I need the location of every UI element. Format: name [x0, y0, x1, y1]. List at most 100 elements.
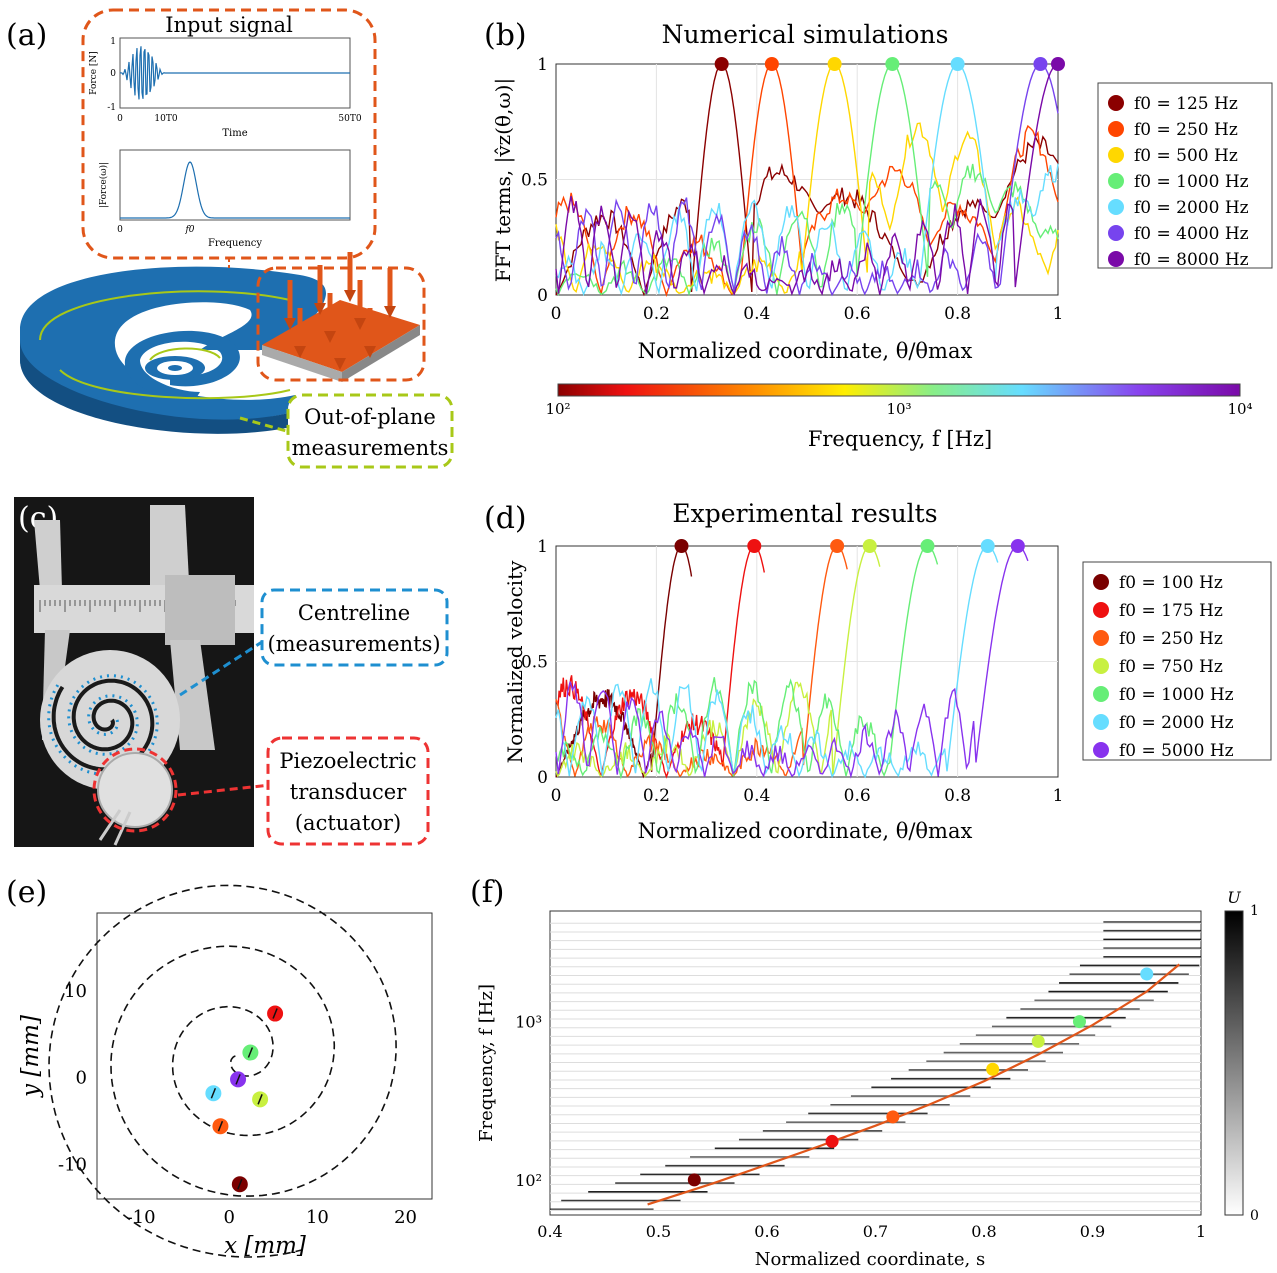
piezo-disc — [97, 752, 173, 828]
x-tick-label: 1 — [1196, 1222, 1206, 1241]
forced-region-frame — [256, 266, 426, 382]
force-ytick-0: 0 — [110, 69, 116, 79]
peak-marker — [980, 539, 995, 553]
panel-b-title: Numerical simulations — [662, 20, 949, 49]
intensity-colorbar-tick-0: 0 — [1250, 1208, 1259, 1224]
legend-marker — [1093, 658, 1109, 674]
frequency-marker — [687, 1173, 701, 1187]
panel-b-yticks: 00.51 — [521, 55, 548, 306]
panel-f-xlabel: Normalized coordinate, s — [755, 1249, 985, 1270]
frequency-colorbar — [557, 383, 1241, 397]
peak-marker — [714, 57, 729, 71]
y-tick-label: 1 — [537, 55, 548, 75]
legend-label: f0 = 5000 Hz — [1119, 741, 1234, 761]
panel-d-label: (d) — [484, 501, 527, 536]
piezo-highlight — [92, 747, 178, 833]
force-arrow-head — [364, 346, 376, 358]
fft-axes — [119, 149, 351, 221]
measurement-callout-line — [239, 416, 291, 434]
x-tick-label: 0 — [224, 1207, 235, 1228]
force-arrow-head — [314, 303, 326, 315]
x-tick-label: 0.4 — [743, 786, 770, 806]
x-tick-label: 10 — [306, 1207, 329, 1228]
frequency-marker — [1072, 1015, 1086, 1029]
panel-b-legend-entries: f0 = 125 Hz f0 = 250 Hz f0 = 500 Hz f0 = 10… — [1108, 94, 1249, 270]
panel-f-xticks: 0.4 0.5 0.6 0.7 0.8 0.9 1 — [537, 1222, 1206, 1241]
y-tick-label: 0 — [537, 286, 548, 306]
legend-label: f0 = 2000 Hz — [1134, 198, 1249, 218]
legend-label: f0 = 8000 Hz — [1134, 250, 1249, 270]
force-xlabel: Time — [222, 128, 247, 139]
position-tick — [247, 1047, 254, 1058]
spiral-plate — [20, 266, 326, 434]
intensity-colorbar-tick-1: 1 — [1250, 903, 1259, 919]
dispersion-fit-curve — [647, 963, 1181, 1206]
legend-label: f0 = 1000 Hz — [1134, 172, 1249, 192]
fft-xtick-0: 0 — [117, 225, 123, 235]
spiral-outer-turn — [20, 266, 326, 422]
piezo-callout-line3: (actuator) — [295, 811, 401, 835]
peak-marker — [920, 539, 935, 553]
legend-label: f0 = 250 Hz — [1134, 120, 1238, 140]
force-xtick-50T0: 50T0 — [338, 114, 361, 124]
y-tick-label: 0.5 — [521, 171, 548, 191]
x-tick-label: 1 — [1053, 786, 1064, 806]
legend-marker — [1093, 602, 1109, 618]
frequency-marker — [825, 1134, 839, 1148]
force-arrow-head — [344, 290, 356, 302]
panel-d-grid — [556, 546, 1058, 777]
panel-d-yticks: 00.51 — [521, 537, 548, 788]
position-tick — [235, 1074, 241, 1085]
panel-f-yticks: 10² 10³ — [515, 1013, 542, 1190]
force-ytick-m1: -1 — [107, 103, 116, 113]
measurement-callout-box — [286, 393, 454, 469]
peak-marker — [950, 57, 965, 71]
x-tick-label: -10 — [127, 1207, 156, 1228]
legend-label: f0 = 175 Hz — [1119, 601, 1223, 621]
force-arrow-head — [354, 318, 366, 330]
panel-b: (b) Numerical simulations 0 0.2 0.4 0.6 0.8 1… — [484, 18, 1273, 451]
colorbar-tick-1000: 10³ — [886, 400, 911, 418]
measurement-callout-line1: Out-of-plane — [304, 405, 436, 429]
panel-f-ylabel: Frequency, f [Hz] — [476, 984, 497, 1142]
input-signal-title: Input signal — [165, 13, 293, 37]
centreline-callout-box — [260, 588, 449, 667]
legend-marker — [1093, 742, 1109, 758]
panel-d-legend — [1082, 561, 1272, 761]
panel-e-ylabel: y [mm] — [18, 1015, 44, 1098]
series-line-01000hz — [555, 545, 939, 780]
peak-marker — [1033, 57, 1048, 71]
spiral-mid-turn — [124, 330, 240, 400]
panel-d-peaks — [674, 539, 1025, 553]
series-line-0125hz — [555, 63, 1059, 297]
panel-d: (d) Experimental results 0 0.2 0.4 0.6 0.8 1 … — [484, 499, 1272, 843]
measurement-callout-line2: measurements — [292, 436, 449, 460]
panel-e-xticks: -10 0 10 20 — [127, 1207, 417, 1228]
fft-ylabel: |Force(ω)| — [98, 162, 109, 208]
x-tick-label: 0.9 — [1080, 1222, 1105, 1241]
force-arrows — [284, 252, 396, 370]
centreline-callout-line1: Centreline — [298, 601, 410, 625]
panel-b-xlabel: Normalized coordinate, θ/θmax — [638, 339, 973, 363]
y-tick-label: 10³ — [515, 1013, 542, 1032]
force-arrow-head — [294, 346, 306, 358]
y-tick-label: 10² — [515, 1171, 542, 1190]
y-tick-label: 0 — [76, 1068, 87, 1089]
piezo-callout-box — [266, 736, 430, 846]
force-arrow-head — [284, 318, 296, 330]
peak-marker — [830, 539, 845, 553]
plate-edge-side — [342, 325, 420, 382]
legend-marker — [1093, 630, 1109, 646]
position-tick — [272, 1008, 278, 1019]
x-tick-label: 0.5 — [646, 1222, 671, 1241]
legend-marker — [1108, 251, 1124, 267]
legend-marker — [1093, 574, 1109, 590]
piezo-wire-1 — [98, 809, 122, 841]
caliper-jaw-left — [34, 520, 62, 590]
panel-b-label: (b) — [484, 18, 527, 53]
x-tick-label: 0.2 — [643, 786, 670, 806]
x-tick-label: 0.8 — [971, 1222, 996, 1241]
y-tick-label: -10 — [58, 1154, 87, 1175]
panel-d-legend-entries: f0 = 100 Hz f0 = 175 Hz f0 = 250 Hz f0 = 75… — [1093, 573, 1234, 761]
panel-b-peaks — [714, 57, 1065, 71]
